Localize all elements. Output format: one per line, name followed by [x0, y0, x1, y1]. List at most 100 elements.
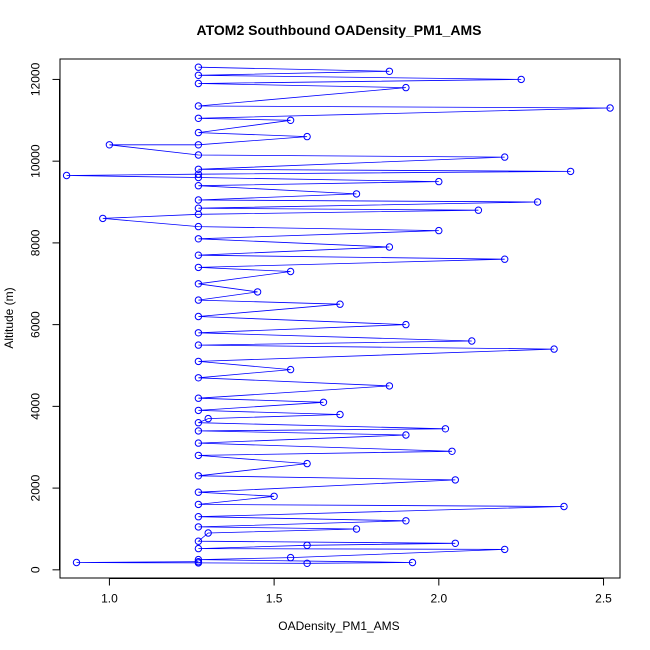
data-point	[501, 255, 509, 263]
series-line	[66, 66, 611, 564]
x-axis: 1.0 1.5 2.0 2.5	[101, 578, 612, 606]
data-point	[501, 545, 509, 554]
data-point	[72, 558, 81, 567]
data-point	[194, 419, 203, 427]
data-point	[105, 141, 114, 149]
y-tick-label: 8000	[29, 229, 43, 256]
data-point	[336, 300, 344, 308]
data-point	[194, 79, 203, 88]
data-point	[194, 165, 203, 174]
data-point	[194, 451, 203, 460]
x-tick-label: 2.0	[430, 592, 447, 606]
data-point	[402, 83, 410, 92]
data-point	[402, 320, 410, 329]
y-tick-label: 10000	[29, 144, 43, 178]
y-tick-label: 2000	[29, 474, 43, 501]
data-point	[194, 141, 203, 149]
data-point	[194, 170, 203, 178]
data-point	[606, 104, 614, 112]
x-axis-label: OADensity_PM1_AMS	[278, 619, 399, 633]
y-tick-label: 6000	[29, 311, 43, 338]
data-point	[533, 198, 542, 206]
plot-area-frame	[59, 58, 621, 579]
data-point	[286, 553, 295, 562]
data-point	[204, 529, 212, 537]
plot-layer	[62, 63, 614, 567]
data-point	[303, 459, 311, 468]
data-point	[501, 153, 509, 161]
data-point	[517, 75, 525, 84]
data-point	[194, 394, 203, 402]
data-point	[385, 243, 394, 251]
data-point	[194, 114, 203, 123]
data-point	[194, 222, 203, 231]
data-point	[435, 177, 443, 186]
data-point	[194, 555, 203, 564]
data-point	[303, 541, 311, 549]
data-point	[194, 312, 203, 321]
y-tick-label: 0	[29, 566, 43, 573]
data-point	[194, 235, 203, 243]
data-point	[194, 523, 203, 531]
data-point	[194, 63, 203, 71]
data-point	[451, 539, 459, 547]
data-point	[194, 472, 203, 480]
data-point	[194, 559, 203, 567]
data-point	[194, 280, 203, 288]
y-axis-label: Altitude (m)	[2, 287, 16, 348]
data-point	[286, 267, 295, 276]
data-point	[402, 431, 410, 439]
data-point	[319, 398, 328, 406]
data-point	[253, 288, 262, 296]
data-point	[99, 214, 107, 223]
data-point	[62, 171, 71, 180]
data-point	[560, 502, 568, 511]
data-point	[194, 374, 203, 382]
data-point	[204, 414, 212, 423]
data-point	[194, 196, 203, 204]
data-point	[194, 357, 203, 366]
data-point	[194, 71, 203, 80]
data-point	[474, 206, 483, 214]
data-point	[385, 67, 394, 76]
y-axis: 0 2000 4000 6000 8000 10000 12000	[29, 62, 60, 573]
data-point	[303, 132, 311, 141]
data-point	[402, 517, 410, 525]
data-point	[352, 525, 361, 533]
data-point	[194, 173, 203, 182]
data-point	[451, 476, 459, 484]
x-tick-label: 1.5	[266, 592, 283, 606]
data-point	[194, 263, 203, 272]
data-point	[408, 558, 417, 567]
data-point	[194, 128, 203, 137]
data-point	[194, 488, 203, 496]
data-point	[194, 544, 203, 553]
data-point	[435, 226, 443, 235]
x-tick-label: 1.0	[101, 592, 118, 606]
data-point	[270, 492, 278, 500]
data-point	[194, 537, 203, 545]
data-point	[385, 382, 394, 390]
data-point	[352, 190, 361, 198]
data-point	[194, 406, 203, 415]
y-tick-label: 4000	[29, 393, 43, 420]
data-point	[194, 102, 203, 110]
data-point	[194, 341, 203, 349]
data-point	[194, 500, 203, 509]
data-point	[286, 365, 295, 374]
data-point	[194, 439, 203, 447]
data-point	[336, 410, 344, 419]
data-point	[194, 329, 203, 337]
x-tick-label: 2.5	[595, 592, 612, 606]
data-point	[468, 337, 476, 345]
data-point	[303, 559, 311, 567]
data-point	[550, 345, 558, 353]
y-tick-label: 12000	[29, 62, 43, 96]
data-point	[566, 167, 575, 176]
data-point	[448, 447, 456, 455]
data-point	[194, 251, 203, 259]
data-point	[194, 296, 203, 304]
data-point	[194, 204, 203, 212]
data-point	[441, 425, 450, 433]
